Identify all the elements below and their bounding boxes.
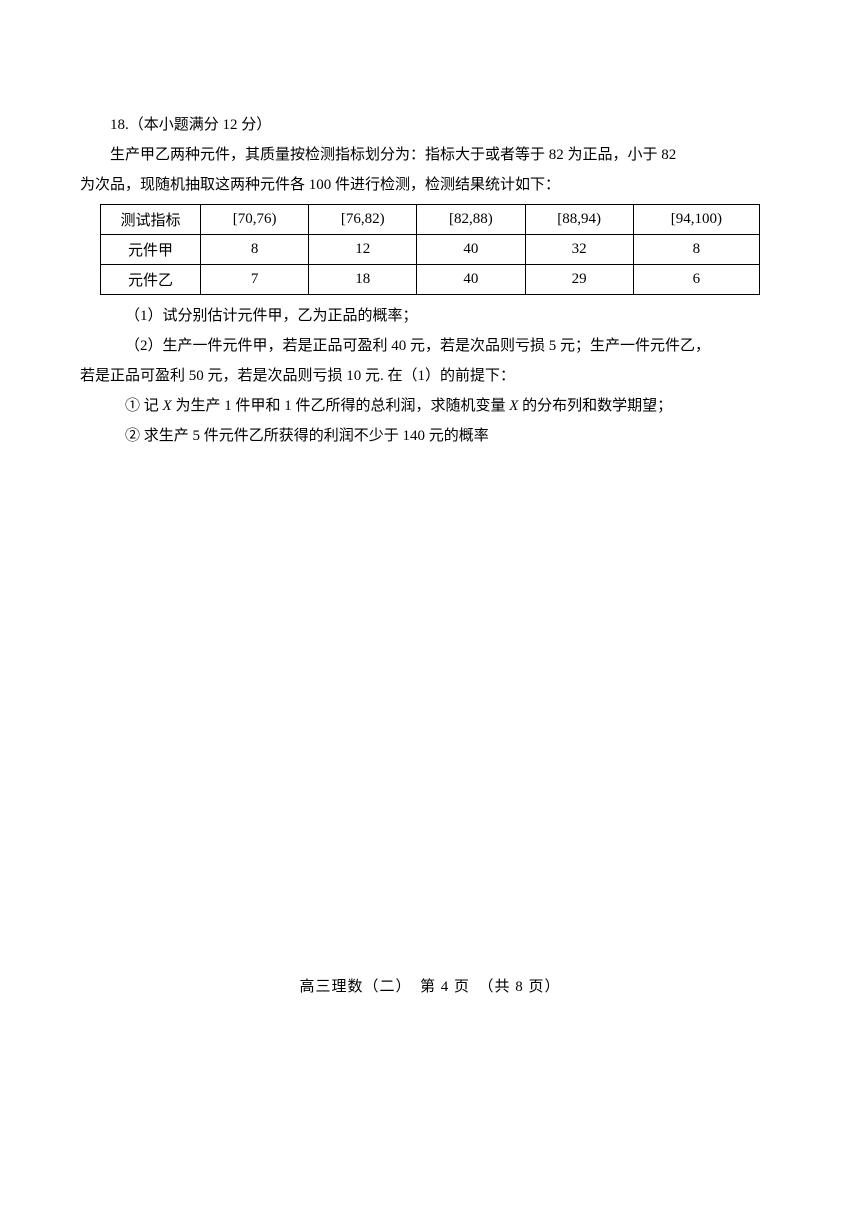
page-content: 18.（本小题满分 12 分） 生产甲乙两种元件，其质量按检测指标划分为：指标大… <box>0 0 860 451</box>
variable-x: X <box>509 398 518 414</box>
table-header-cell: [70,76) <box>201 205 309 235</box>
intro-line-1: 生产甲乙两种元件，其质量按检测指标划分为：指标大于或者等于 82 为正品，小于 … <box>80 140 780 170</box>
text-segment: ① 记 <box>125 398 163 414</box>
variable-x: X <box>163 398 172 414</box>
part-2-line-2: 若是正品可盈利 50 元，若是次品则亏损 10 元. 在（1）的前提下： <box>80 361 780 391</box>
table-cell: 29 <box>525 265 633 295</box>
table-cell: 6 <box>633 265 759 295</box>
table-cell: 元件甲 <box>101 235 201 265</box>
table-cell: 40 <box>417 265 525 295</box>
table-header-cell: [94,100) <box>633 205 759 235</box>
table-header-cell: [88,94) <box>525 205 633 235</box>
intro-line-2: 为次品，现随机抽取这两种元件各 100 件进行检测，检测结果统计如下： <box>80 170 780 200</box>
part-2-sub-1: ① 记 X 为生产 1 件甲和 1 件乙所得的总利润，求随机变量 X 的分布列和… <box>80 391 780 421</box>
table-cell: 18 <box>309 265 417 295</box>
table-header-cell: [76,82) <box>309 205 417 235</box>
table-cell: 8 <box>633 235 759 265</box>
table-cell: 40 <box>417 235 525 265</box>
table-cell: 12 <box>309 235 417 265</box>
table-row: 元件乙 7 18 40 29 6 <box>101 265 760 295</box>
text-segment: 的分布列和数学期望； <box>518 398 672 414</box>
part-1: （1）试分别估计元件甲，乙为正品的概率； <box>80 301 780 331</box>
table-row: 元件甲 8 12 40 32 8 <box>101 235 760 265</box>
table-cell: 8 <box>201 235 309 265</box>
table-header-cell: [82,88) <box>417 205 525 235</box>
text-segment: 为生产 1 件甲和 1 件乙所得的总利润，求随机变量 <box>172 398 510 414</box>
table-cell: 32 <box>525 235 633 265</box>
table-row: 测试指标 [70,76) [76,82) [82,88) [88,94) [94… <box>101 205 760 235</box>
data-table: 测试指标 [70,76) [76,82) [82,88) [88,94) [94… <box>100 204 760 295</box>
table-cell: 7 <box>201 265 309 295</box>
question-number: 18.（本小题满分 12 分） <box>80 110 780 140</box>
part-2-line-1: （2）生产一件元件甲，若是正品可盈利 40 元，若是次品则亏损 5 元；生产一件… <box>80 331 780 361</box>
part-2-sub-2: ② 求生产 5 件元件乙所获得的利润不少于 140 元的概率 <box>80 421 780 451</box>
table-header-cell: 测试指标 <box>101 205 201 235</box>
table-cell: 元件乙 <box>101 265 201 295</box>
page-footer: 高三理数（二） 第 4 页 （共 8 页） <box>0 975 860 996</box>
